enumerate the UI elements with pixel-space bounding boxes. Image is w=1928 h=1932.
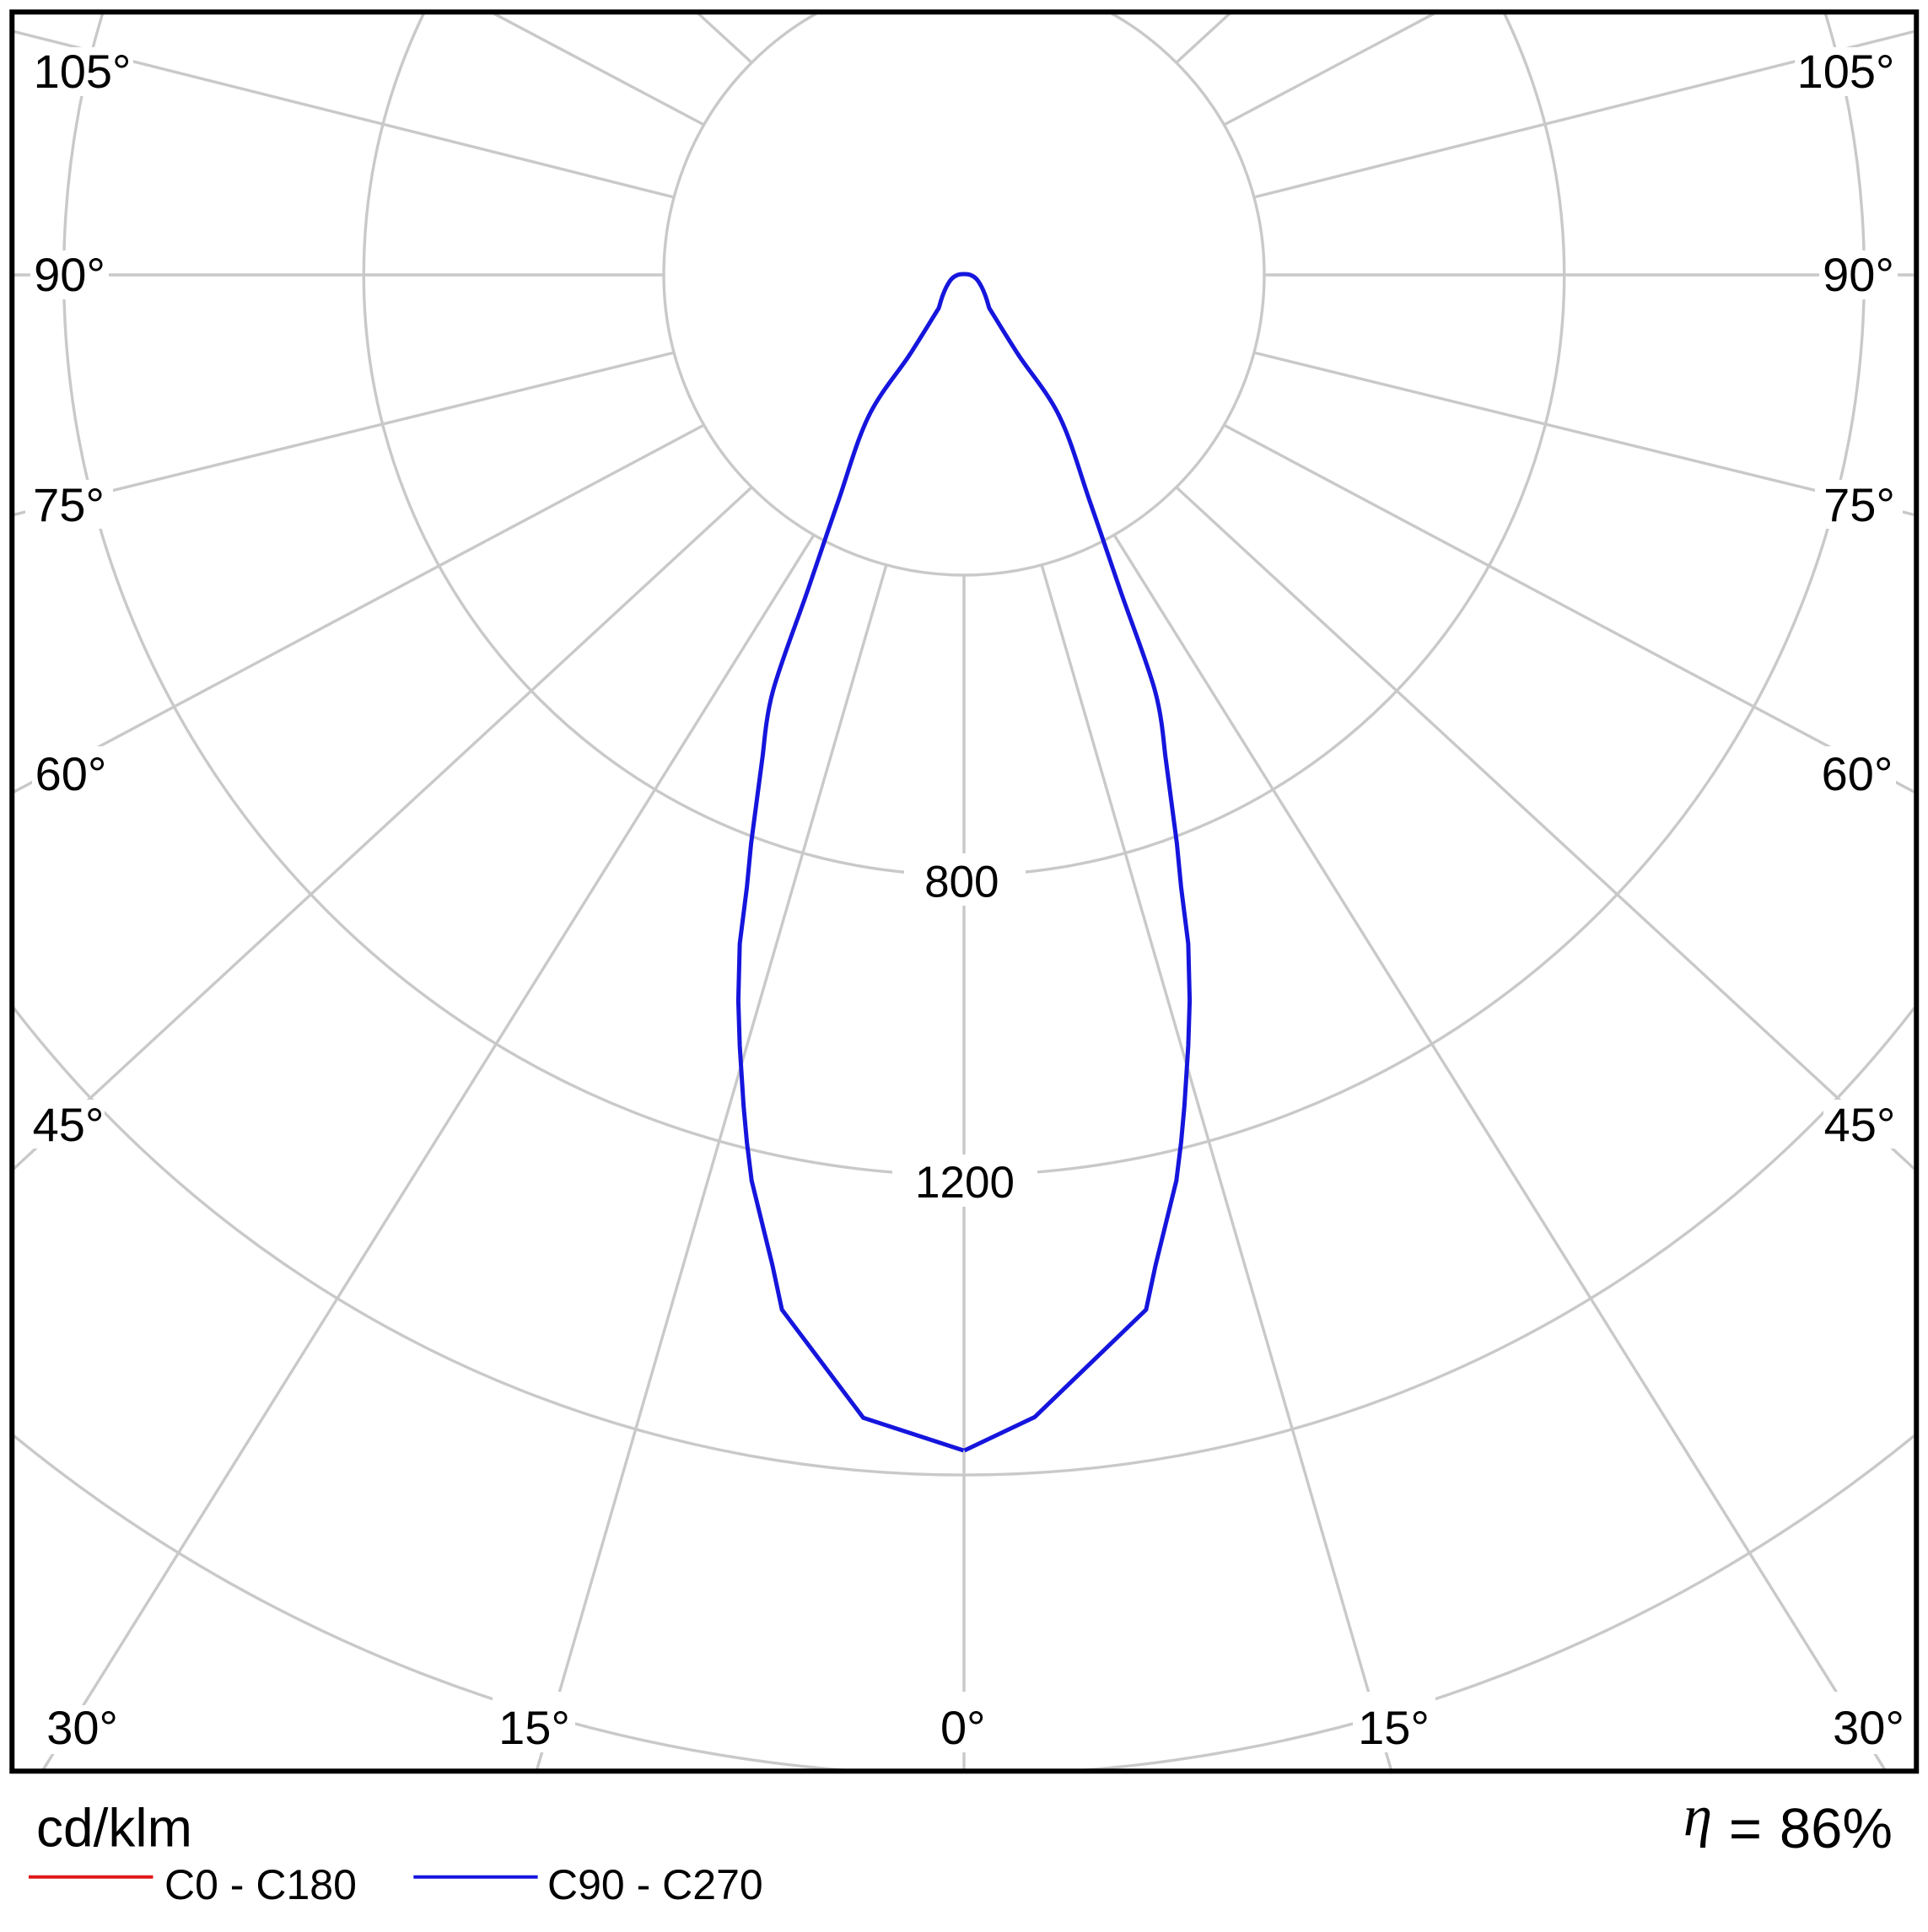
svg-text:75°: 75° bbox=[1823, 478, 1895, 531]
svg-text:60°: 60° bbox=[35, 747, 107, 800]
svg-text:90°: 90° bbox=[1823, 248, 1894, 301]
svg-text:45°: 45° bbox=[1824, 1098, 1896, 1151]
svg-text:15°: 15° bbox=[498, 1701, 570, 1754]
svg-text:30°: 30° bbox=[46, 1701, 118, 1754]
svg-text:75°: 75° bbox=[33, 478, 105, 531]
svg-text:30°: 30° bbox=[1833, 1701, 1904, 1754]
svg-text:105°: 105° bbox=[1797, 45, 1895, 98]
svg-text:105°: 105° bbox=[34, 45, 132, 98]
svg-text:45°: 45° bbox=[33, 1098, 105, 1151]
svg-text:1200: 1200 bbox=[915, 1158, 1015, 1208]
svg-text:90°: 90° bbox=[34, 248, 105, 301]
svg-text:η: η bbox=[1683, 1784, 1712, 1849]
svg-text:cd/klm: cd/klm bbox=[36, 1798, 192, 1859]
svg-text:0°: 0° bbox=[940, 1701, 986, 1754]
svg-text:C0 - C180: C0 - C180 bbox=[164, 1861, 357, 1908]
svg-text:C90 - C270: C90 - C270 bbox=[547, 1861, 763, 1908]
svg-text:15°: 15° bbox=[1358, 1701, 1430, 1754]
svg-text:=: = bbox=[1729, 1797, 1762, 1860]
svg-text:60°: 60° bbox=[1822, 747, 1893, 800]
svg-text:800: 800 bbox=[924, 857, 999, 907]
svg-text:86%: 86% bbox=[1780, 1797, 1893, 1860]
